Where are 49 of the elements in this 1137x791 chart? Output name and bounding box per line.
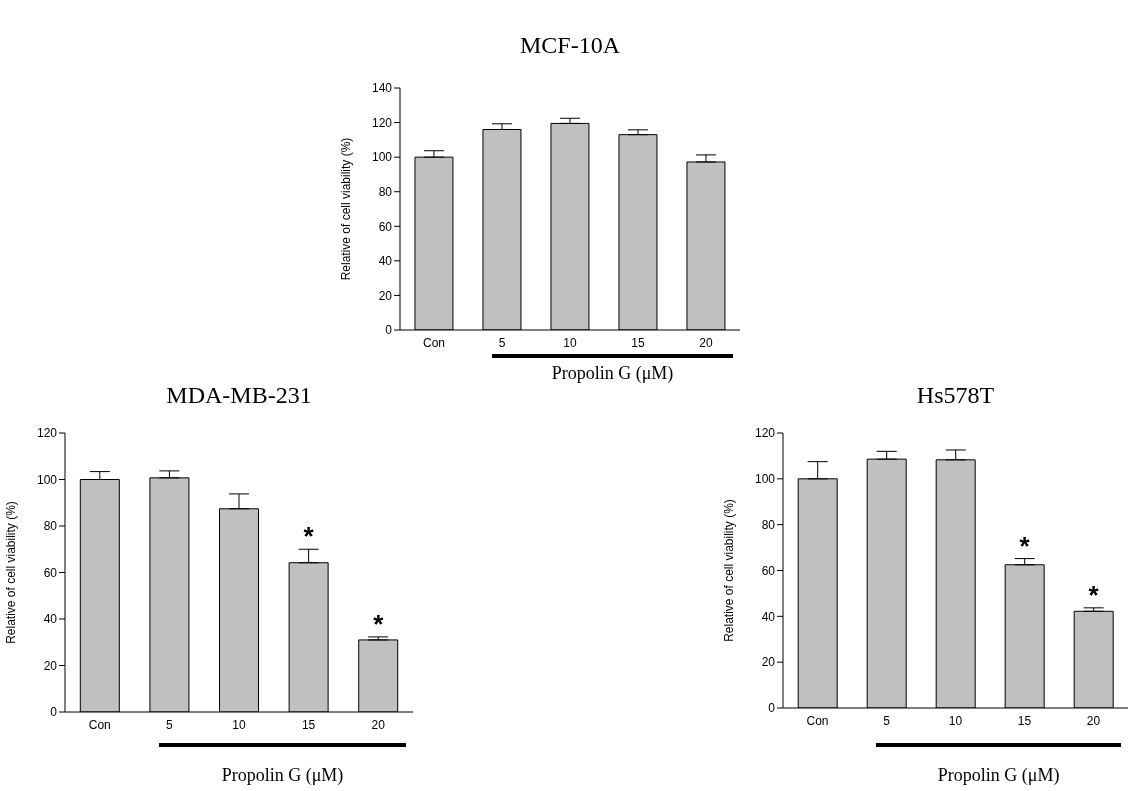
- y-tick-label: 120: [754, 426, 776, 441]
- y-tick-label: 120: [371, 115, 393, 130]
- y-tick-label: 20: [761, 655, 776, 670]
- x-tick-label: 5: [883, 713, 891, 728]
- x-axis-title: Propolin G (μM): [936, 764, 1061, 786]
- y-tick-label: 120: [36, 426, 58, 441]
- x-tick-label: 10: [948, 713, 963, 728]
- y-axis-title: Relative of cell viability (%): [722, 499, 737, 642]
- y-tick-label: 100: [36, 472, 58, 487]
- x-tick-label: Con: [422, 335, 446, 350]
- x-tick-label: 20: [699, 335, 713, 350]
- y-tick-label: 60: [761, 563, 776, 578]
- y-tick-label: 40: [761, 609, 776, 624]
- y-tick-label: 20: [378, 288, 393, 303]
- y-tick-label: 60: [43, 565, 58, 580]
- y-tick-label: 80: [761, 517, 776, 532]
- y-tick-label: 100: [754, 472, 776, 487]
- y-tick-label: 0: [385, 323, 393, 338]
- annotation: *: [1019, 530, 1031, 561]
- y-axis-title: Relative of cell viability (%): [4, 501, 19, 644]
- x-tick-label: 15: [301, 717, 316, 732]
- y-tick-label: 20: [43, 658, 58, 673]
- y-tick-label: 80: [378, 184, 393, 199]
- y-tick-label: 0: [768, 701, 776, 716]
- y-tick-label: 40: [43, 612, 58, 627]
- y-tick-label: 40: [378, 254, 393, 269]
- y-tick-label: 60: [378, 219, 393, 234]
- x-axis-title: Propolin G (μM): [550, 362, 675, 384]
- x-tick-label: 10: [232, 717, 246, 732]
- y-tick-label: 80: [43, 519, 58, 534]
- chart-title: Hs578T: [915, 381, 996, 409]
- annotation: *: [1088, 579, 1100, 610]
- y-tick-label: 140: [371, 81, 393, 96]
- x-axis-title: Propolin G (μM): [220, 764, 345, 786]
- y-tick-label: 100: [371, 150, 393, 165]
- x-tick-label: Con: [806, 713, 829, 728]
- x-tick-label: 5: [498, 335, 506, 350]
- x-tick-label: 15: [631, 335, 645, 350]
- x-tick-label: 5: [166, 717, 174, 732]
- y-tick-label: 0: [50, 705, 58, 720]
- y-axis-title: Relative of cell viability (%): [339, 137, 354, 281]
- chart-title: MDA-MB-231: [165, 381, 313, 409]
- x-tick-label: 20: [1086, 713, 1101, 728]
- x-tick-label: 10: [563, 335, 577, 350]
- x-tick-label: Con: [88, 717, 111, 732]
- x-tick-label: 15: [1017, 713, 1032, 728]
- annotation: *: [373, 608, 385, 639]
- annotation: *: [303, 521, 315, 552]
- chart-title: MCF-10A: [519, 31, 621, 59]
